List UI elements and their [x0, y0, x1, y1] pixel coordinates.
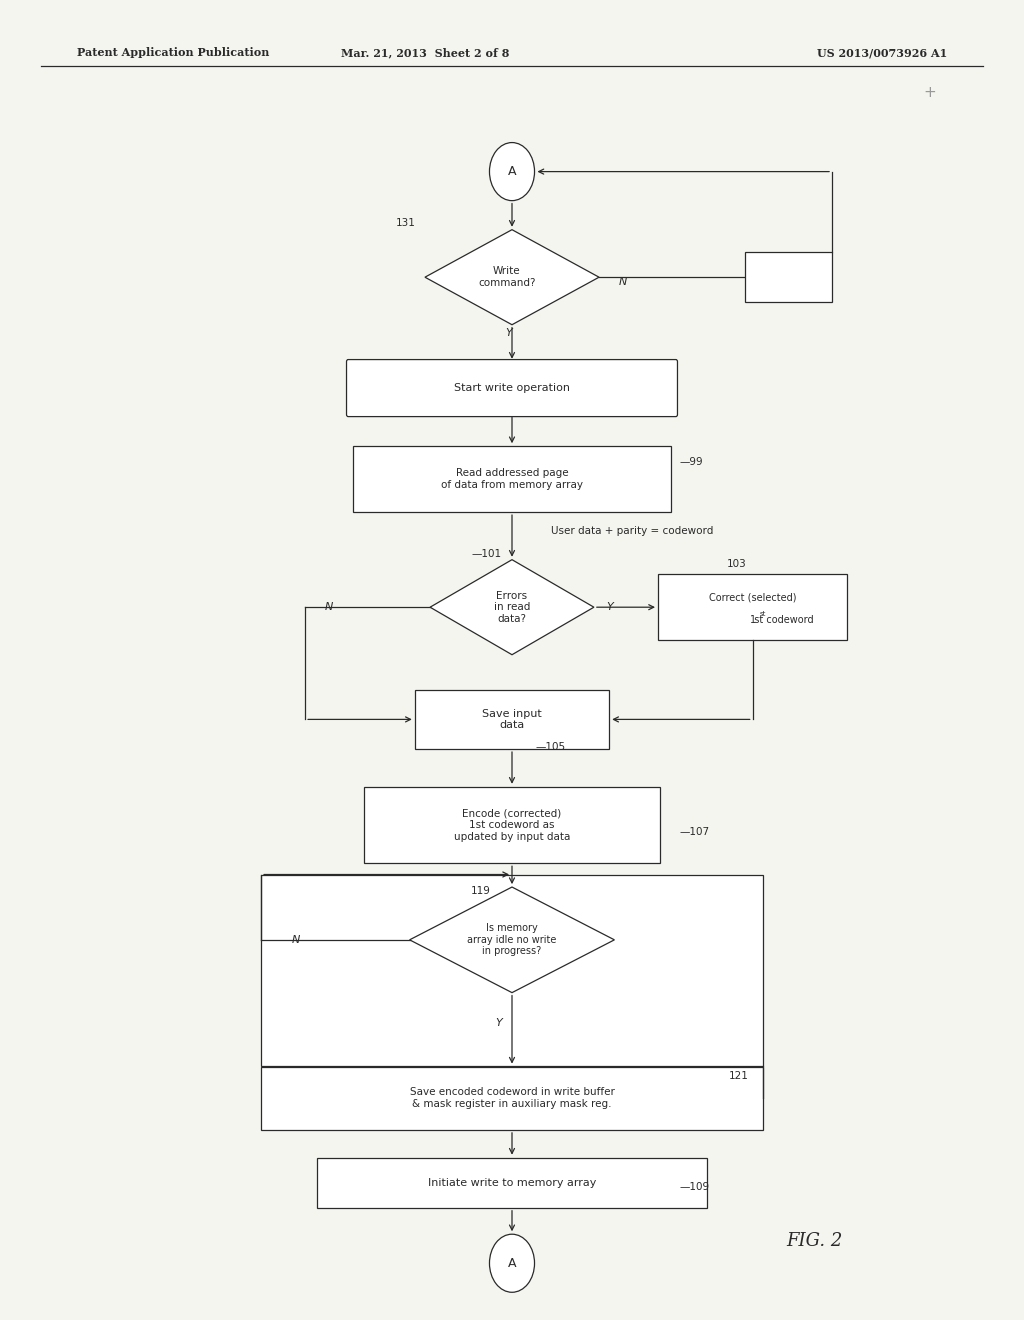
Text: N: N — [618, 277, 627, 288]
Circle shape — [489, 143, 535, 201]
Text: Initiate write to memory array: Initiate write to memory array — [428, 1177, 596, 1188]
Text: Y: Y — [606, 602, 613, 612]
Text: —109: —109 — [680, 1181, 710, 1192]
Text: —101: —101 — [471, 549, 501, 560]
FancyBboxPatch shape — [346, 359, 678, 417]
Text: +: + — [924, 84, 936, 100]
Polygon shape — [425, 230, 599, 325]
Text: 131: 131 — [396, 218, 416, 228]
Polygon shape — [410, 887, 614, 993]
Circle shape — [489, 1234, 535, 1292]
Text: Start write operation: Start write operation — [454, 383, 570, 393]
Text: N: N — [325, 602, 333, 612]
Bar — [261, 874, 763, 1067]
Bar — [353, 446, 671, 512]
Text: Errors
in read
data?: Errors in read data? — [494, 590, 530, 624]
Text: Patent Application Publication: Patent Application Publication — [77, 48, 269, 58]
Polygon shape — [430, 560, 594, 655]
Text: —99: —99 — [680, 457, 703, 467]
Text: st: st — [760, 611, 766, 616]
Text: Correct (selected): Correct (selected) — [709, 593, 797, 603]
Text: User data + parity = codeword: User data + parity = codeword — [551, 525, 714, 536]
Text: —105: —105 — [536, 742, 565, 752]
Text: Save input
data: Save input data — [482, 709, 542, 730]
Text: Is memory
array idle no write
in progress?: Is memory array idle no write in progres… — [467, 923, 557, 957]
Text: US 2013/0073926 A1: US 2013/0073926 A1 — [817, 48, 947, 58]
Bar — [261, 1067, 763, 1130]
Text: 103: 103 — [727, 558, 746, 569]
Text: st codeword: st codeword — [748, 615, 813, 626]
Text: Save encoded codeword in write buffer
& mask register in auxiliary mask reg.: Save encoded codeword in write buffer & … — [410, 1088, 614, 1109]
Text: Write
command?: Write command? — [478, 267, 536, 288]
Text: 121: 121 — [729, 1071, 749, 1081]
Text: A: A — [508, 165, 516, 178]
Text: A: A — [508, 1257, 516, 1270]
Text: Y: Y — [496, 1018, 503, 1028]
Bar — [657, 574, 847, 640]
Text: FIG. 2: FIG. 2 — [785, 1232, 843, 1250]
Bar — [364, 787, 660, 863]
Text: Read addressed page
of data from memory array: Read addressed page of data from memory … — [441, 469, 583, 490]
Text: Encode (corrected)
1st codeword as
updated by input data: Encode (corrected) 1st codeword as updat… — [454, 808, 570, 842]
Text: —107: —107 — [680, 826, 710, 837]
Text: Y: Y — [505, 327, 512, 338]
Bar — [415, 689, 609, 750]
Text: N: N — [292, 935, 300, 945]
Bar — [745, 252, 831, 302]
Text: Mar. 21, 2013  Sheet 2 of 8: Mar. 21, 2013 Sheet 2 of 8 — [341, 48, 509, 58]
Bar — [317, 1158, 707, 1208]
Text: 1: 1 — [750, 615, 756, 626]
Text: 119: 119 — [471, 886, 490, 896]
